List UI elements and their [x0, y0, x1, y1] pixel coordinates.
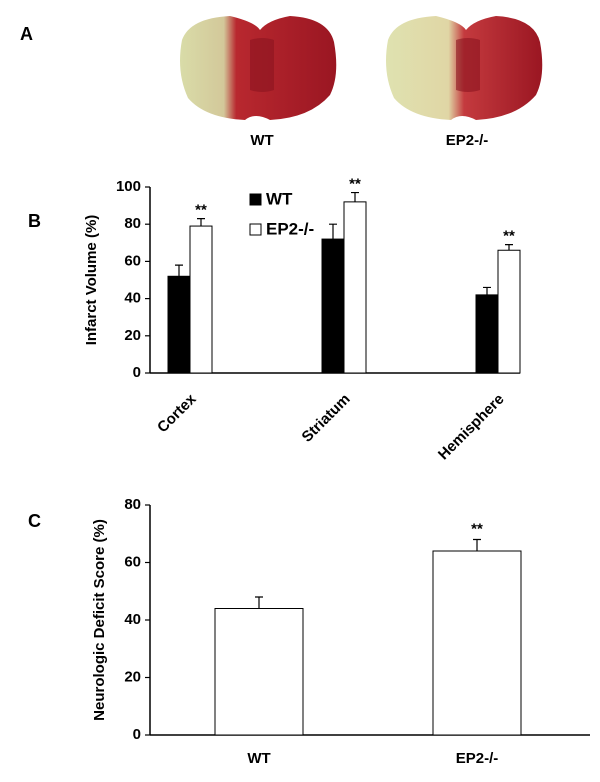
error-bar [175, 264, 183, 277]
panel-label: B [28, 211, 41, 231]
significance-label: ** [471, 520, 483, 537]
error-bar [351, 191, 359, 202]
x-tick-label: EP2-/- [456, 750, 499, 767]
legend-label: EP2-/- [266, 219, 314, 238]
y-axis-label: Infarct Volume (%) [83, 215, 100, 346]
y-tick-label: 60 [124, 553, 141, 570]
bar [343, 201, 367, 374]
significance-label: ** [503, 228, 515, 245]
y-tick-label: 80 [124, 496, 141, 513]
y-tick-label: 0 [133, 364, 141, 381]
error-bar [255, 596, 263, 609]
error-bar [197, 218, 205, 227]
panel-label: C [28, 511, 41, 531]
y-tick-label: 60 [124, 252, 141, 269]
legend-swatch [249, 223, 262, 236]
image-label: WT [250, 132, 273, 149]
bar [214, 608, 304, 736]
y-tick-label: 20 [124, 668, 141, 685]
brain-ventricle [250, 38, 274, 92]
legend-label: WT [266, 189, 293, 208]
error-bar [505, 244, 513, 251]
image-label: EP2-/- [446, 132, 489, 149]
significance-label: ** [195, 202, 207, 219]
bar [321, 238, 345, 374]
error-bar [483, 286, 491, 295]
bar [475, 294, 499, 374]
error-bar [473, 538, 481, 551]
y-tick-label: 80 [124, 215, 141, 232]
y-tick-label: 40 [124, 290, 141, 307]
error-bar [329, 223, 337, 240]
bar [167, 275, 191, 374]
bar [497, 249, 521, 374]
y-tick-label: 100 [116, 178, 141, 195]
panel-label: A [20, 24, 33, 44]
x-tick-label: Striatum [299, 391, 354, 446]
x-tick-label: WT [247, 750, 270, 767]
y-tick-label: 40 [124, 611, 141, 628]
significance-label: ** [349, 176, 361, 193]
brain-ventricle [456, 38, 480, 92]
bar [189, 225, 213, 374]
x-tick-label: Cortex [154, 390, 200, 436]
y-tick-label: 20 [124, 327, 141, 344]
y-axis-label: Neurologic Deficit Score (%) [91, 519, 108, 721]
y-tick-label: 0 [133, 726, 141, 743]
legend-swatch [249, 193, 262, 206]
x-tick-label: Hemisphere [435, 391, 508, 464]
bar [432, 550, 522, 736]
